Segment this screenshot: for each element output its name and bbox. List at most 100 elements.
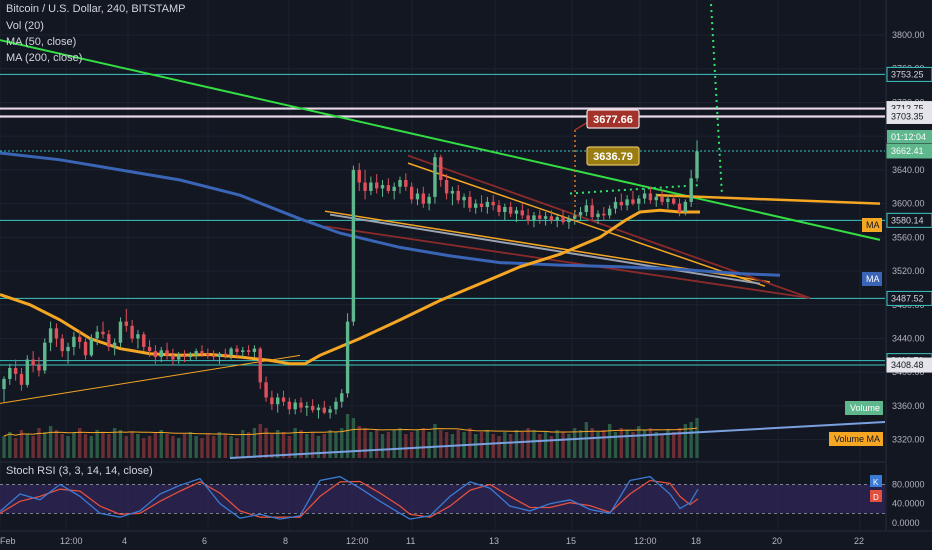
candle-body (409, 186, 414, 200)
candle-body (8, 367, 12, 379)
volume-bar (235, 438, 239, 458)
volume-bar (456, 430, 460, 458)
price-label: 3408.48 (891, 360, 924, 370)
candle-body (299, 402, 303, 408)
volume-bar (270, 434, 274, 458)
volume-bar (660, 434, 664, 458)
volume-bar (526, 428, 530, 458)
candle-body (526, 215, 530, 221)
candle-body (188, 355, 193, 358)
volume-bar (112, 428, 117, 458)
volume-bar (404, 434, 408, 458)
candle-body (404, 179, 408, 187)
volume-bar (573, 428, 577, 458)
volume-bar (136, 434, 140, 458)
legend-ma50: MA (50, close) (6, 36, 77, 48)
volume-bar (474, 434, 478, 458)
stoch-tick-label: 80.0000 (892, 479, 925, 489)
volume-bar (340, 428, 344, 458)
trendline (0, 39, 881, 241)
volume-bar (555, 430, 559, 458)
candle-body (602, 213, 606, 216)
candle-body (357, 169, 361, 183)
price-tick-label: 3600.00 (892, 199, 925, 209)
price-label-box (886, 212, 932, 228)
volume-bar (468, 428, 472, 458)
candle-body (345, 321, 350, 394)
volume-bar (543, 432, 548, 458)
volume-bar (223, 434, 227, 458)
volume-bar (625, 430, 629, 458)
candle-body (613, 201, 618, 209)
volume-bar (561, 432, 565, 458)
volume-bar (124, 436, 128, 458)
candle-body (66, 346, 70, 352)
volume-bar (520, 432, 524, 458)
candle-body (479, 203, 484, 207)
candle-body (427, 196, 431, 204)
volume-ma-line (3, 427, 698, 437)
candle-body (217, 353, 222, 358)
volume-tag-box (845, 401, 883, 415)
time-tick-label: 8 (283, 536, 288, 546)
volume-tag: Volume (850, 403, 880, 413)
volume-bar (258, 424, 262, 458)
volume-bar (357, 426, 361, 458)
volume-bar (398, 428, 402, 458)
volume-bar (153, 432, 158, 458)
candle-body (25, 359, 29, 385)
candle-body (363, 182, 367, 191)
volume-bar (43, 432, 47, 458)
volume-bar (211, 436, 216, 458)
volume-bar (177, 438, 181, 458)
volume-bar (37, 428, 41, 458)
volume-bar (654, 432, 658, 458)
volume-bar (508, 434, 513, 458)
candle-body (386, 185, 391, 191)
candle-body (19, 373, 24, 385)
volume-bar (648, 428, 653, 458)
stoch-d-line (0, 479, 699, 518)
candle-body (83, 341, 88, 356)
ma-blue-tag: MA (866, 274, 880, 284)
volume-bar (415, 430, 420, 458)
volume-bar (165, 434, 169, 458)
candle-body (532, 215, 536, 221)
candle-body (508, 206, 513, 214)
stoch-d-tag: D (873, 493, 879, 502)
volume-bar (48, 426, 53, 458)
candle-body (276, 397, 280, 405)
candle-body (485, 201, 490, 207)
candle-body (462, 196, 466, 201)
candle-body (293, 402, 297, 410)
volume-bar (118, 430, 123, 458)
candle-body (211, 355, 216, 358)
volume-bar (188, 432, 193, 458)
volume-bar (310, 432, 315, 458)
volume-bar (159, 430, 163, 458)
volume-bar (386, 432, 391, 458)
candle-body (281, 397, 286, 402)
volume-bar (672, 432, 676, 458)
price-tick-label: 3560.00 (892, 232, 925, 242)
trendline (329, 213, 761, 285)
volume-bar (305, 434, 309, 458)
trendline (0, 354, 301, 404)
volume-bar (322, 434, 326, 458)
volume-bar (8, 432, 12, 458)
volume-bar (241, 430, 245, 458)
candle-body (246, 350, 251, 352)
candle-body (648, 193, 653, 201)
candle-body (543, 216, 548, 219)
volume-bar (392, 430, 396, 458)
price-tick-label: 3440.00 (892, 333, 925, 343)
candle-body (607, 208, 612, 216)
volume-bar (31, 436, 35, 458)
candle-body (561, 217, 565, 223)
candle-body (590, 205, 594, 218)
volume-bar (375, 430, 379, 458)
candle-body (13, 367, 18, 374)
volume-ma-tag-box (829, 432, 883, 446)
volume-bar (619, 428, 623, 458)
